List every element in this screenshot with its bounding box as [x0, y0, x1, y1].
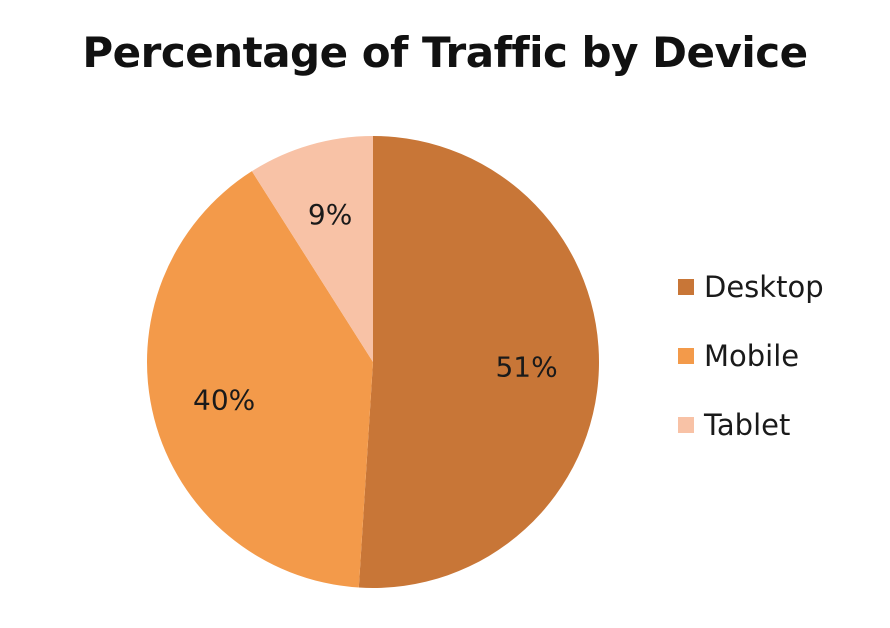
legend-label-desktop: Desktop	[704, 270, 824, 304]
slice-label-tablet: 9%	[308, 198, 352, 231]
legend-swatch-desktop	[678, 279, 694, 295]
legend-item-tablet: Tablet	[678, 408, 790, 442]
legend-item-desktop: Desktop	[678, 270, 824, 304]
legend-swatch-tablet	[678, 417, 694, 433]
legend-swatch-mobile	[678, 348, 694, 364]
pie-slice-tablet	[251, 136, 373, 362]
legend-item-mobile: Mobile	[678, 339, 799, 373]
legend-label-tablet: Tablet	[704, 408, 791, 442]
slice-label-mobile: 40%	[193, 384, 255, 417]
pie-slice-desktop	[358, 135, 600, 588]
chart-title: Percentage of Traffic by Device	[82, 28, 808, 77]
pie-slice-mobile	[147, 171, 373, 588]
slice-label-desktop: 51%	[495, 350, 557, 383]
legend-label-mobile: Mobile	[704, 339, 800, 373]
